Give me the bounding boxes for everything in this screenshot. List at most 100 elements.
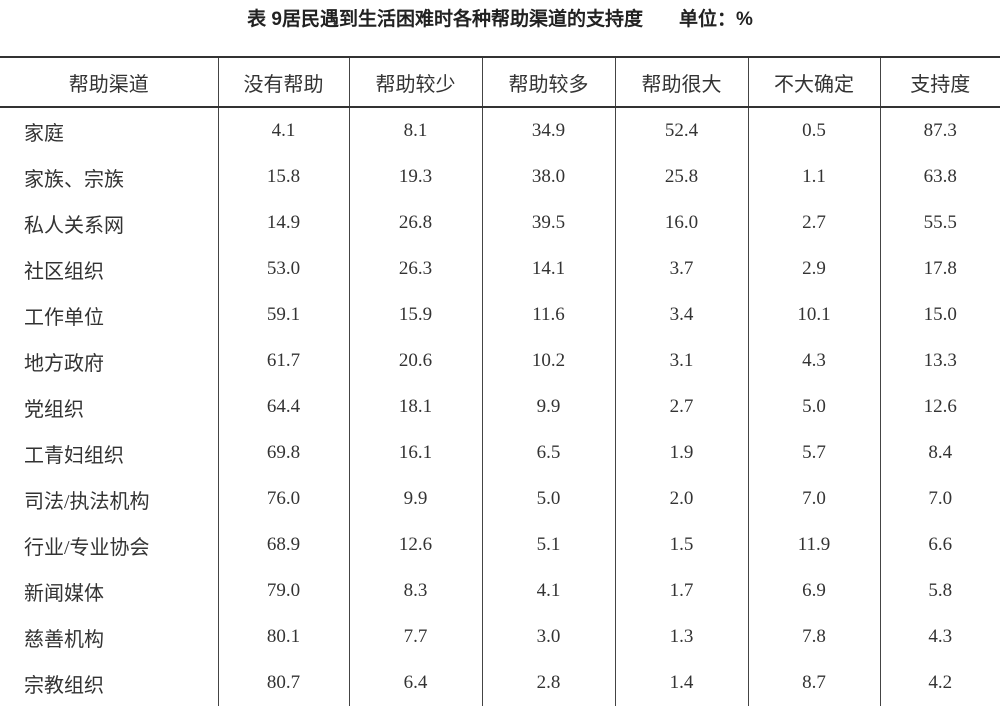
table-cell: 5.1 [481, 522, 615, 568]
table-cell: 26.8 [348, 200, 482, 246]
table-cell: 4.1 [217, 107, 349, 154]
channel-name: 地方政府 [24, 352, 104, 375]
table-cell: 5.7 [747, 430, 880, 476]
table-title: 表 9居民遇到生活困难时各种帮助渠道的支持度 [247, 9, 643, 30]
table-cell: 2.7 [747, 200, 880, 246]
table-cell: 59.1 [217, 292, 349, 338]
table-cell: 1.1 [747, 154, 880, 200]
table-cell: 0.5 [747, 107, 880, 154]
header-row: 帮助渠道 没有帮助 帮助较少 帮助较多 帮助很大 不大确定 支持度 [0, 56, 1000, 108]
table-cell: 2.7 [614, 384, 748, 430]
table-cell: 68.9 [217, 522, 349, 568]
table-row: 工作单位 59.1 15.9 11.6 3.4 10.1 15.0 [0, 292, 1000, 338]
channel-name: 家族、宗族 [24, 168, 124, 191]
table-row: 宗教组织 80.7 6.4 2.8 1.4 8.7 4.2 [0, 660, 1000, 706]
table-cell: 18.1 [348, 384, 482, 430]
table-cell: 14.9 [217, 200, 349, 246]
table-cell: 4.1 [481, 568, 615, 614]
table-cell: 12.6 [879, 384, 1000, 430]
table-cell: 8.3 [348, 568, 482, 614]
table-cell: 1.7 [614, 568, 748, 614]
table-row: 私人关系网 14.9 26.8 39.5 16.0 2.7 55.5 [0, 200, 1000, 246]
table-cell: 34.9 [481, 107, 615, 154]
table-cell: 3.4 [614, 292, 748, 338]
table-cell: 7.8 [747, 614, 880, 660]
table-cell: 16.0 [614, 200, 748, 246]
table-cell: 6.9 [747, 568, 880, 614]
table-cell: 2.0 [614, 476, 748, 522]
table-cell: 7.0 [879, 476, 1000, 522]
column-header: 没有帮助 [217, 56, 349, 108]
table-cell: 5.0 [747, 384, 880, 430]
table-cell: 1.3 [614, 614, 748, 660]
table-row: 司法/执法机构 76.0 9.9 5.0 2.0 7.0 7.0 [0, 476, 1000, 522]
table-cell: 1.4 [614, 660, 748, 706]
table-cell: 64.4 [217, 384, 349, 430]
table-cell: 8.4 [879, 430, 1000, 476]
table-cell: 15.8 [217, 154, 349, 200]
table-cell: 2.8 [481, 660, 615, 706]
table-cell: 76.0 [217, 476, 349, 522]
table-cell: 39.5 [481, 200, 615, 246]
channel-name: 行业/专业协会 [24, 536, 150, 559]
table-cell: 15.0 [879, 292, 1000, 338]
column-header: 帮助很大 [614, 56, 748, 108]
table-cell: 9.9 [348, 476, 482, 522]
table-cell: 10.1 [747, 292, 880, 338]
table-cell: 6.5 [481, 430, 615, 476]
support-table: 帮助渠道 没有帮助 帮助较少 帮助较多 帮助很大 不大确定 支持度 家庭 4.1 8.1 34.9… [0, 56, 1000, 706]
table-cell: 87.3 [879, 107, 1000, 154]
table-cell: 1.9 [614, 430, 748, 476]
table-cell: 3.7 [614, 246, 748, 292]
channel-name: 宗教组织 [24, 674, 104, 697]
table-row: 行业/专业协会 68.9 12.6 5.1 1.5 11.9 6.6 [0, 522, 1000, 568]
column-header: 支持度 [879, 56, 1000, 108]
table-cell: 4.2 [879, 660, 1000, 706]
channel-name: 司法/执法机构 [24, 490, 150, 513]
table-cell: 38.0 [481, 154, 615, 200]
column-header: 帮助渠道 [0, 56, 218, 108]
table-cell: 10.2 [481, 338, 615, 384]
table-cell: 13.3 [879, 338, 1000, 384]
unit-label: 单位：% [678, 9, 753, 30]
table-cell: 6.6 [879, 522, 1000, 568]
channel-name: 工青妇组织 [24, 444, 124, 467]
channel-name: 新闻媒体 [24, 582, 104, 605]
channel-name: 家庭 [24, 122, 64, 145]
table-cell: 52.4 [614, 107, 748, 154]
table-row: 地方政府 61.7 20.6 10.2 3.1 4.3 13.3 [0, 338, 1000, 384]
table-cell: 80.1 [217, 614, 349, 660]
column-header: 帮助较多 [481, 56, 615, 108]
table-cell: 4.3 [879, 614, 1000, 660]
table-row: 党组织 64.4 18.1 9.9 2.7 5.0 12.6 [0, 384, 1000, 430]
table-cell: 53.0 [217, 246, 349, 292]
channel-name: 慈善机构 [24, 628, 104, 651]
table-cell: 16.1 [348, 430, 482, 476]
table-cell: 26.3 [348, 246, 482, 292]
table-cell: 63.8 [879, 154, 1000, 200]
table-cell: 14.1 [481, 246, 615, 292]
table-cell: 17.8 [879, 246, 1000, 292]
channel-name: 党组织 [24, 398, 84, 421]
table-cell: 61.7 [217, 338, 349, 384]
column-header: 帮助较少 [348, 56, 482, 108]
table-cell: 4.3 [747, 338, 880, 384]
table-cell: 8.7 [747, 660, 880, 706]
table-cell: 15.9 [348, 292, 482, 338]
table-cell: 12.6 [348, 522, 482, 568]
table-cell: 9.9 [481, 384, 615, 430]
table-cell: 19.3 [348, 154, 482, 200]
table-row: 工青妇组织 69.8 16.1 6.5 1.9 5.7 8.4 [0, 430, 1000, 476]
table-row: 家族、宗族 15.8 19.3 38.0 25.8 1.1 63.8 [0, 154, 1000, 200]
table-cell: 2.9 [747, 246, 880, 292]
table-cell: 5.8 [879, 568, 1000, 614]
table-cell: 80.7 [217, 660, 349, 706]
table-row: 家庭 4.1 8.1 34.9 52.4 0.5 87.3 [0, 107, 1000, 154]
table-cell: 6.4 [348, 660, 482, 706]
table-cell: 5.0 [481, 476, 615, 522]
table-cell: 3.0 [481, 614, 615, 660]
table-caption: 表 9居民遇到生活困难时各种帮助渠道的支持度 单位：% [0, 4, 1000, 31]
table-cell: 79.0 [217, 568, 349, 614]
table-row: 慈善机构 80.1 7.7 3.0 1.3 7.8 4.3 [0, 614, 1000, 660]
column-header: 不大确定 [747, 56, 880, 108]
